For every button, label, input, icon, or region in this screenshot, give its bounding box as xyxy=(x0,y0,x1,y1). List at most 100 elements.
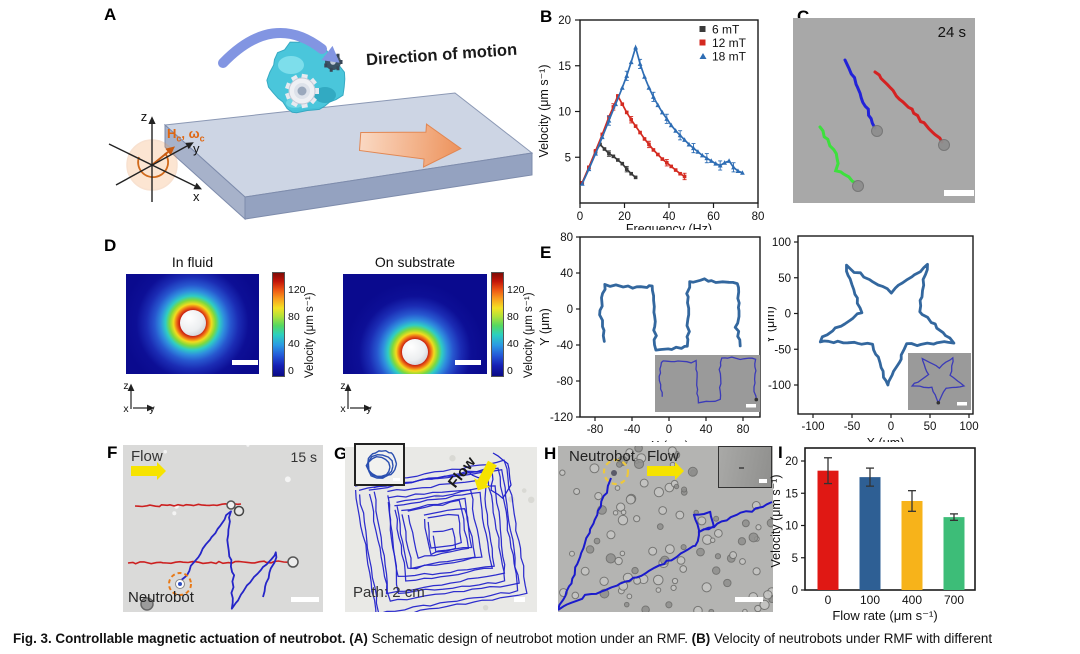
tick-label: 20 xyxy=(558,15,571,27)
marker xyxy=(647,142,651,147)
cell xyxy=(631,566,639,575)
rectangular-path xyxy=(387,478,495,578)
marker xyxy=(624,73,630,78)
cell xyxy=(559,469,566,476)
inset-particle xyxy=(754,397,759,402)
neutrobot-particle xyxy=(938,139,950,151)
gear-tooth xyxy=(290,74,299,82)
cell xyxy=(593,537,601,545)
direction-arrow xyxy=(358,123,462,168)
heatmap-title-on-substrate: On substrate xyxy=(374,254,456,270)
inset-trajectory xyxy=(658,356,757,404)
marker xyxy=(740,170,745,175)
rectangular-path xyxy=(432,527,457,553)
panel-e-star-trajectory-plot: -100 -50 0 50 100 100 50 0 -50 -100 X (μm) Y (μm) xyxy=(768,235,979,442)
tick-label: 100 xyxy=(772,237,791,249)
panel-b-letter: B xyxy=(540,7,553,26)
debris xyxy=(521,488,527,493)
cell xyxy=(571,591,580,600)
scale-bar xyxy=(957,402,967,406)
caption-segment: Schematic design of neutrobot motion und… xyxy=(367,631,692,646)
cell xyxy=(752,567,761,576)
cell xyxy=(625,448,634,457)
marker xyxy=(677,132,683,138)
bar xyxy=(943,517,965,590)
axis-letter: y xyxy=(193,141,200,156)
axis-letter: y xyxy=(149,403,155,415)
x-axis-label: Flow rate (μm s⁻¹) xyxy=(832,608,937,623)
flow-arrow xyxy=(131,462,166,480)
marker xyxy=(682,174,687,179)
tick-label: -120 xyxy=(550,412,573,424)
tick-label: 700 xyxy=(944,593,964,607)
axis-letter: y xyxy=(366,403,372,415)
gear-tooth xyxy=(310,77,317,85)
scale-bar xyxy=(291,597,319,602)
colorbar-ticks: 120 80 40 0 xyxy=(504,272,534,377)
colorbar-tick-label: 0 xyxy=(288,365,294,377)
flow-arrow xyxy=(647,462,684,480)
cell xyxy=(616,502,626,512)
marker xyxy=(633,44,639,50)
panel-f-letter: F xyxy=(107,443,118,462)
marker xyxy=(629,117,633,122)
cell xyxy=(681,486,688,493)
cell xyxy=(671,577,679,585)
marker xyxy=(673,168,678,172)
gear-hole xyxy=(297,86,307,96)
h-symbol: H xyxy=(167,126,177,141)
panel-a-schematic: z y x xyxy=(108,27,534,221)
cell xyxy=(754,604,762,613)
tick-label: 60 xyxy=(707,211,720,223)
marker xyxy=(606,118,612,123)
particle xyxy=(140,597,154,611)
colorbar-tick-label: 120 xyxy=(507,284,525,296)
marker xyxy=(620,102,625,106)
marker xyxy=(611,105,616,109)
cell xyxy=(673,483,680,490)
cell xyxy=(708,608,715,615)
field-spiral xyxy=(137,152,169,179)
axis-letter: x xyxy=(340,403,346,415)
legend-label: 12 mT xyxy=(712,36,747,50)
trajectory xyxy=(843,58,877,130)
rotation-arrow xyxy=(218,27,327,68)
circular-path xyxy=(366,449,398,479)
colorbar-tick-label: 40 xyxy=(288,338,300,350)
cell xyxy=(658,506,668,515)
cell xyxy=(585,545,595,554)
cell xyxy=(763,590,773,600)
field-rotation-label: Hc, ωc xyxy=(167,126,205,144)
axis-letter: z xyxy=(123,380,128,392)
legend-label: 18 mT xyxy=(712,50,747,64)
scale-bar xyxy=(455,360,481,365)
cell xyxy=(697,516,707,526)
colorbar-ticks: 120 80 40 0 xyxy=(285,272,315,377)
colorbar-tick-label: 0 xyxy=(507,365,513,377)
rectangular-path xyxy=(368,467,506,595)
x-axis-label: X (μm) xyxy=(651,439,689,442)
bar xyxy=(859,477,881,590)
tick-label: 40 xyxy=(663,211,676,223)
plot-frame xyxy=(797,235,974,415)
axes-indicator: zx y xyxy=(340,380,372,415)
tick-label: -50 xyxy=(844,421,861,433)
marker xyxy=(656,152,660,157)
arrowhead xyxy=(193,182,203,190)
marker xyxy=(629,171,633,176)
heatmap-in-fluid xyxy=(126,274,259,374)
tick-label: 80 xyxy=(560,232,573,244)
neutrobot-particle xyxy=(852,180,864,192)
blob-shadow xyxy=(314,87,336,103)
bar xyxy=(817,470,839,590)
tick-label: 0 xyxy=(577,211,583,223)
particle xyxy=(287,556,299,568)
marker xyxy=(726,158,732,163)
rectangular-path xyxy=(423,508,473,556)
marker xyxy=(691,145,696,151)
arrowhead xyxy=(185,142,194,150)
marker xyxy=(673,128,679,133)
cell xyxy=(675,510,685,520)
heatmap-on-substrate xyxy=(343,274,487,374)
